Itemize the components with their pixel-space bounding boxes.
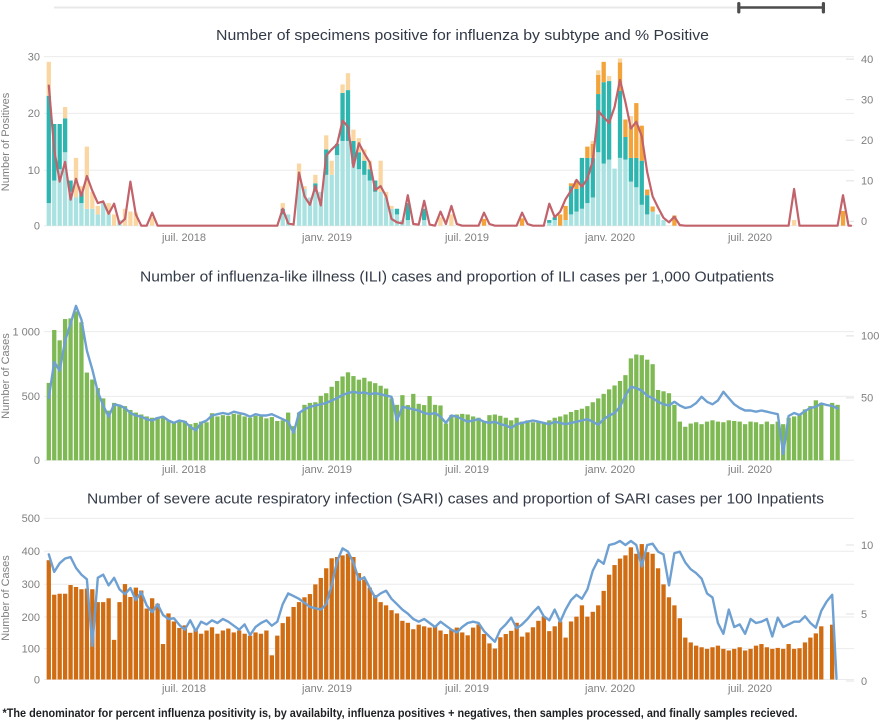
svg-text:Number of Cases: Number of Cases xyxy=(0,333,12,419)
svg-text:0: 0 xyxy=(34,221,40,233)
svg-text:50: 50 xyxy=(861,393,873,405)
svg-text:Number of severe acute respira: Number of severe acute respiratory infec… xyxy=(87,491,824,508)
svg-text:juil. 2019: juil. 2019 xyxy=(444,232,489,244)
svg-text:20: 20 xyxy=(28,108,40,120)
svg-text:30: 30 xyxy=(861,95,873,107)
svg-text:10: 10 xyxy=(861,540,873,552)
svg-text:juil. 2019: juil. 2019 xyxy=(444,683,489,695)
svg-text:juil. 2020: juil. 2020 xyxy=(727,464,772,476)
svg-text:janv. 2020: janv. 2020 xyxy=(584,232,635,244)
svg-text:400: 400 xyxy=(22,546,40,558)
svg-text:10: 10 xyxy=(861,176,873,188)
svg-text:Number of Positives: Number of Positives xyxy=(0,92,12,191)
svg-text:10: 10 xyxy=(28,165,40,177)
svg-text:300: 300 xyxy=(22,579,40,591)
svg-text:Number of Cases: Number of Cases xyxy=(0,555,12,641)
svg-text:janv. 2019: janv. 2019 xyxy=(301,683,352,695)
svg-text:40: 40 xyxy=(861,54,873,66)
svg-text:juil. 2019: juil. 2019 xyxy=(444,464,489,476)
svg-text:juil. 2018: juil. 2018 xyxy=(161,232,206,244)
svg-text:juil. 2018: juil. 2018 xyxy=(161,683,206,695)
svg-text:janv. 2020: janv. 2020 xyxy=(584,464,635,476)
svg-text:20: 20 xyxy=(861,135,873,147)
svg-text:0: 0 xyxy=(861,676,867,688)
svg-text:janv. 2019: janv. 2019 xyxy=(301,464,352,476)
svg-text:0: 0 xyxy=(34,674,40,686)
svg-text:janv. 2020: janv. 2020 xyxy=(584,683,635,695)
svg-text:juil. 2020: juil. 2020 xyxy=(727,683,772,695)
svg-text:30: 30 xyxy=(28,51,40,63)
svg-text:0: 0 xyxy=(34,455,40,467)
svg-text:0: 0 xyxy=(861,216,867,228)
svg-text:juil. 2018: juil. 2018 xyxy=(161,464,206,476)
svg-text:100: 100 xyxy=(22,643,40,655)
svg-text:1 000: 1 000 xyxy=(12,326,40,338)
svg-text:500: 500 xyxy=(22,513,40,525)
svg-text:500: 500 xyxy=(22,391,40,403)
svg-text:*The denominator for percent i: *The denominator for percent influenza p… xyxy=(3,706,798,720)
svg-text:100: 100 xyxy=(861,331,879,343)
svg-text:janv. 2019: janv. 2019 xyxy=(301,232,352,244)
svg-text:juil. 2020: juil. 2020 xyxy=(727,232,772,244)
svg-text:200: 200 xyxy=(22,612,40,624)
svg-text:Number of specimens positive f: Number of specimens positive for influen… xyxy=(216,27,709,44)
svg-text:5: 5 xyxy=(861,609,867,621)
svg-text:Number of influenza-like illne: Number of influenza-like illness (ILI) c… xyxy=(140,269,774,286)
